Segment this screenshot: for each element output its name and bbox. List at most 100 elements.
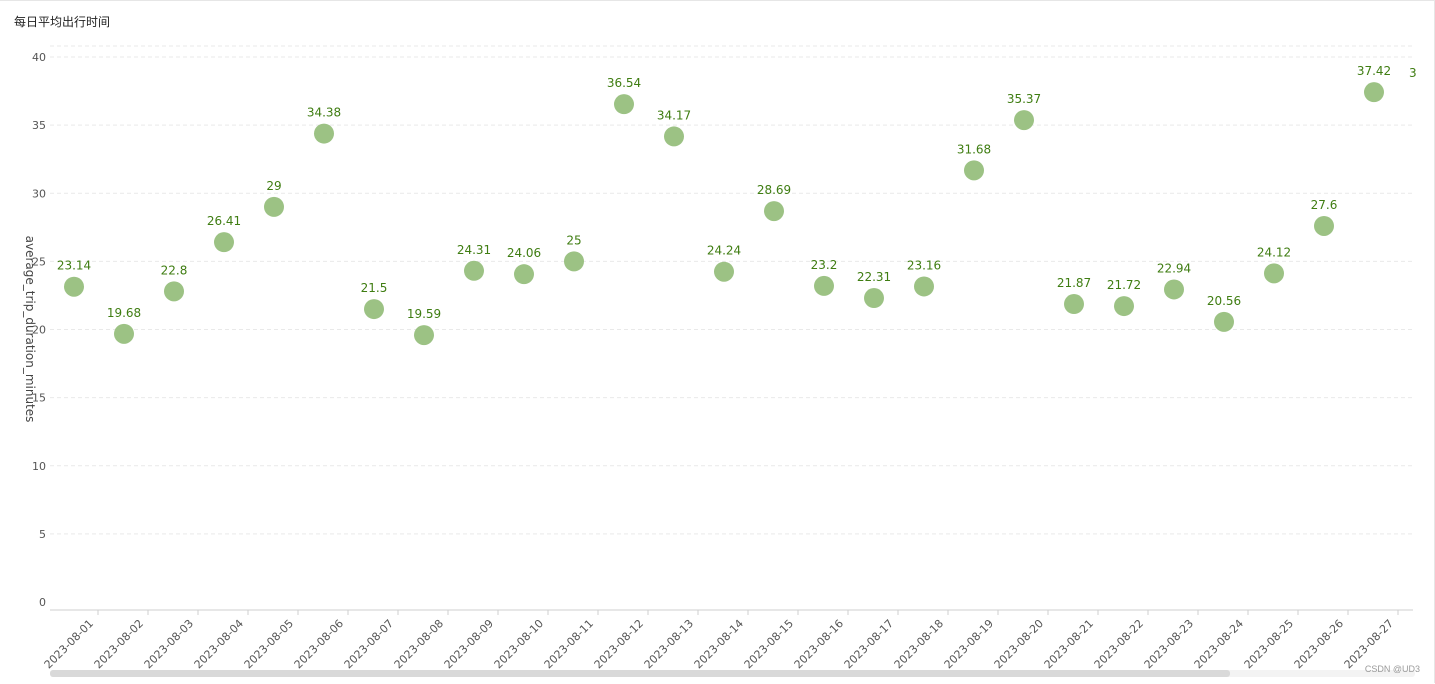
- data-label: 25: [566, 233, 581, 247]
- data-point: [714, 261, 734, 282]
- data-point: [164, 281, 184, 302]
- x-tick-label: 2023-08-25: [1242, 617, 1296, 671]
- x-tick-label: 2023-08-05: [242, 617, 296, 671]
- data-label: 24.24: [707, 244, 741, 258]
- x-tick-label: 2023-08-12: [592, 617, 646, 671]
- data-point: [1064, 294, 1084, 315]
- y-tick-label-15: 15: [32, 392, 46, 405]
- data-label: 21.87: [1057, 276, 1091, 290]
- data-label: 35.37: [1007, 92, 1041, 106]
- data-point: [864, 288, 884, 309]
- data-label-cut-off: 3: [1409, 66, 1417, 80]
- data-point: [514, 264, 534, 285]
- x-tick-label: 2023-08-24: [1192, 617, 1246, 671]
- data-point: [914, 276, 934, 297]
- data-point: [1314, 215, 1334, 236]
- y-tick-label-40: 40: [32, 51, 46, 64]
- data-point: [764, 201, 784, 222]
- data-point: [1264, 263, 1284, 284]
- data-label: 23.14: [57, 259, 91, 273]
- x-axis-ticks: 2023-08-012023-08-022023-08-032023-08-04…: [42, 610, 1399, 671]
- data-point: [214, 232, 234, 253]
- data-point: [64, 276, 84, 297]
- data-label: 26.41: [207, 214, 241, 228]
- x-tick-label: 2023-08-17: [842, 617, 896, 671]
- y-tick-label-10: 10: [32, 460, 46, 473]
- watermark-text: CSDN @UD3: [1364, 664, 1420, 674]
- x-tick-label: 2023-08-10: [492, 617, 546, 671]
- y-tick-label-20: 20: [32, 324, 46, 337]
- x-tick-label: 2023-08-02: [92, 617, 146, 671]
- y-tick-label-35: 35: [32, 119, 46, 132]
- scrollbar-thumb[interactable]: [50, 670, 1230, 677]
- x-tick-label: 2023-08-03: [142, 617, 196, 671]
- data-label: 19.59: [407, 307, 441, 321]
- data-label: 29: [266, 179, 281, 193]
- data-label: 22.31: [857, 270, 891, 284]
- x-tick-label: 2023-08-13: [642, 617, 696, 671]
- data-point: [1214, 311, 1234, 332]
- x-tick-label: 2023-08-04: [192, 617, 246, 671]
- data-label: 24.31: [457, 243, 491, 257]
- data-label: 22.94: [1157, 261, 1191, 275]
- data-point: [1114, 296, 1134, 317]
- x-tick-label: 2023-08-11: [542, 617, 596, 671]
- data-label: 28.69: [757, 183, 791, 197]
- horizontal-scrollbar[interactable]: [50, 670, 1415, 677]
- data-point: [964, 160, 984, 181]
- data-point: [1164, 279, 1184, 300]
- data-label: 34.38: [307, 106, 341, 120]
- x-tick-label: 2023-08-14: [692, 617, 746, 671]
- data-point: [564, 251, 584, 272]
- y-axis-label: average_trip_duration_minutes: [23, 236, 37, 423]
- x-tick-label: 2023-08-01: [42, 617, 96, 671]
- data-point: [264, 196, 284, 217]
- data-point: [1364, 82, 1384, 103]
- data-label: 21.72: [1107, 278, 1141, 292]
- data-point: [314, 123, 334, 144]
- x-tick-label: 2023-08-19: [942, 617, 996, 671]
- y-tick-label-25: 25: [32, 255, 46, 268]
- y-tick-label-5: 5: [39, 528, 46, 541]
- data-label: 24.06: [507, 246, 541, 260]
- x-tick-label: 2023-08-23: [1142, 617, 1196, 671]
- data-point: [464, 260, 484, 281]
- data-label: 34.17: [657, 108, 691, 122]
- data-point: [414, 325, 434, 346]
- data-point: [364, 299, 384, 320]
- x-tick-label: 2023-08-18: [892, 617, 946, 671]
- data-label: 20.56: [1207, 294, 1241, 308]
- data-label: 22.8: [161, 263, 188, 277]
- x-tick-label: 2023-08-06: [292, 617, 346, 671]
- data-point: [814, 275, 834, 296]
- y-tick-label-30: 30: [32, 187, 46, 200]
- data-label: 36.54: [607, 76, 641, 90]
- data-point: [114, 323, 134, 344]
- data-points: [64, 82, 1384, 346]
- x-tick-label: 2023-08-09: [442, 617, 496, 671]
- x-tick-label: 2023-08-07: [342, 617, 396, 671]
- data-label: 27.6: [1311, 198, 1338, 212]
- y-tick-label-0: 0: [39, 596, 46, 609]
- data-point: [614, 94, 634, 115]
- x-tick-label: 2023-08-08: [392, 617, 446, 671]
- grid-lines: [50, 45, 1413, 535]
- y-axis-ticks: 0 5 10 15 20 25 30 35 40: [32, 51, 46, 609]
- data-point: [1014, 110, 1034, 131]
- data-label: 19.68: [107, 306, 141, 320]
- data-label: 23.16: [907, 258, 941, 272]
- x-tick-label: 2023-08-22: [1092, 617, 1146, 671]
- x-tick-label: 2023-08-16: [792, 617, 846, 671]
- data-label: 24.12: [1257, 245, 1291, 259]
- chart-title: 每日平均出行时间: [14, 15, 111, 29]
- x-tick-label: 2023-08-20: [992, 617, 1046, 671]
- x-tick-label: 2023-08-21: [1042, 617, 1096, 671]
- data-labels: 23.14 19.68 22.8 26.41 29 34.38 21.5 19.59 24.31…: [57, 64, 1391, 321]
- data-label: 21.5: [361, 281, 388, 295]
- data-label: 23.2: [811, 258, 838, 272]
- data-point: [664, 126, 684, 147]
- data-label: 31.68: [957, 142, 991, 156]
- x-tick-label: 2023-08-26: [1292, 617, 1346, 671]
